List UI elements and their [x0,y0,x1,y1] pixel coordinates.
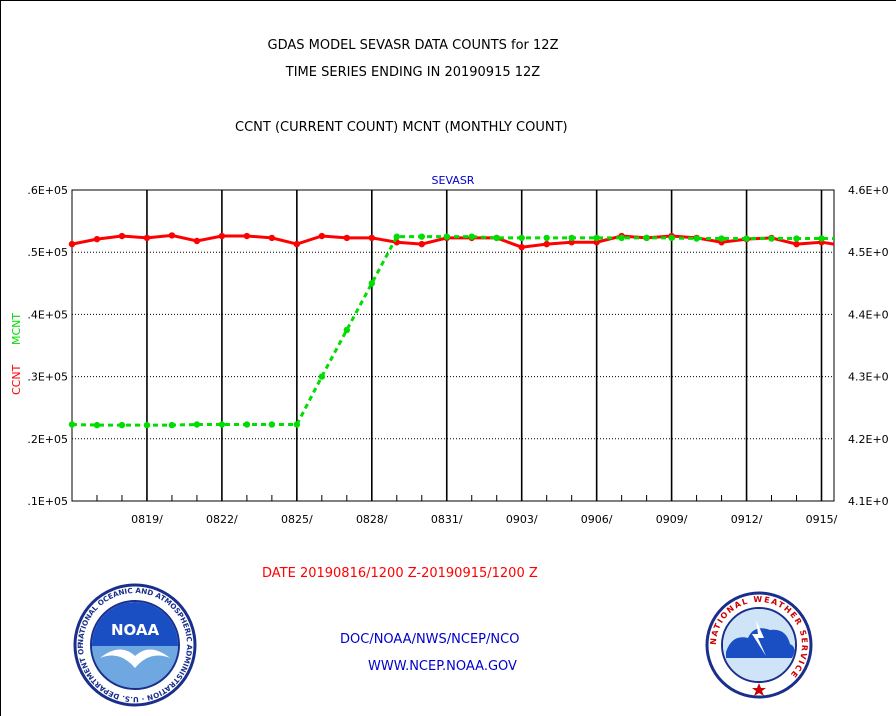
data-point-mcnt [118,421,126,429]
data-point-ccnt [93,235,101,243]
data-point-ccnt [168,232,176,239]
y-left-tick-label: .3E+05 [27,371,68,384]
data-point-mcnt [268,421,276,428]
data-point-mcnt [593,234,600,242]
date-range: DATE 20190816/1200 Z-20190915/1200 Z [262,566,538,581]
data-point-ccnt [518,244,525,251]
series-legend-note: CCNT (CURRENT COUNT) MCNT (MONTHLY COUNT… [235,120,568,135]
plot-title: SEVASR [432,174,475,187]
y-axis-label-ccnt: CCNT [10,364,23,395]
y-right-tick-label: 4.3E+0 [848,371,889,384]
data-point-ccnt [318,232,326,240]
x-tick-label: 0903/ [506,513,538,526]
x-tick-label: 0912/ [731,513,763,526]
data-point-mcnt [793,235,800,242]
y-right-tick-label: 4.2E+0 [848,433,889,446]
y-right-tick-label: 4.5E+0 [848,246,889,259]
y-right-tick-label: 4.4E+0 [848,308,889,321]
chart-subtitle: TIME SERIES ENDING IN 20190915 12Z [285,65,541,80]
data-point-mcnt [393,233,400,240]
data-point-mcnt [343,326,351,334]
data-point-ccnt [193,237,201,245]
y-left-tick-label: .1E+05 [27,495,68,508]
data-point-mcnt [718,235,725,242]
data-point-mcnt [218,421,226,428]
data-point-ccnt [218,232,226,240]
x-tick-label: 0909/ [656,513,688,526]
x-tick-label: 0825/ [281,513,313,526]
y-left-tick-label: .5E+05 [27,246,68,259]
data-point-ccnt [418,240,425,248]
x-tick-label: 0828/ [356,513,388,526]
data-point-mcnt [468,233,475,240]
data-point-mcnt [543,234,550,242]
data-point-mcnt [293,421,301,428]
x-tick-label: 0915/ [806,513,838,526]
nws-logo: NATIONAL WEATHER SERVICE [705,591,813,699]
data-point-mcnt [368,280,376,287]
data-point-mcnt [143,421,151,429]
data-point-ccnt [243,232,251,240]
data-point-mcnt [768,235,775,242]
org-name: DOC/NOAA/NWS/NCEP/NCO [340,632,520,647]
plot-area [71,189,835,502]
data-point-ccnt [268,234,276,242]
y-right-tick-label: 4.6E+0 [848,184,889,197]
data-point-mcnt [668,234,675,242]
data-point-mcnt [518,234,525,242]
data-point-mcnt [193,421,201,428]
data-point-mcnt [318,373,326,380]
x-tick-label: 0906/ [581,513,613,526]
data-point-mcnt [693,235,700,242]
data-point-mcnt [418,233,425,240]
data-point-mcnt [643,234,650,242]
series-line-mcnt [71,235,834,427]
data-point-ccnt [368,234,376,242]
data-point-mcnt [243,421,251,428]
y-left-tick-label: .4E+05 [27,308,68,321]
data-point-ccnt [343,234,351,242]
data-point-mcnt [443,233,450,240]
data-point-mcnt [743,235,750,242]
data-point-ccnt [793,240,800,248]
data-point-mcnt [568,234,575,242]
chart-title: GDAS MODEL SEVASR DATA COUNTS for 12Z [267,38,559,53]
data-point-ccnt [143,234,151,242]
data-point-mcnt [493,234,500,242]
x-tick-label: 0822/ [206,513,238,526]
y-axis-label-mcnt: MCNT [10,313,23,345]
data-point-ccnt [118,232,126,240]
data-point-ccnt [293,240,301,248]
x-tick-label: 0831/ [431,513,463,526]
data-point-mcnt [818,235,825,242]
data-point-mcnt [93,421,101,429]
data-point-ccnt [68,240,76,248]
y-right-tick-label: 4.1E+0 [848,495,889,508]
noaa-text: NOAA [111,621,160,639]
data-point-mcnt [168,421,176,429]
data-point-mcnt [618,234,625,242]
data-point-ccnt [543,240,550,248]
y-left-tick-label: .2E+05 [27,433,68,446]
data-point-mcnt [68,421,76,428]
series-line-ccnt [71,233,835,249]
org-url: WWW.NCEP.NOAA.GOV [368,659,517,674]
x-tick-label: 0819/ [131,513,163,526]
noaa-logo: NATIONAL OCEANIC AND ATMOSPHERIC ADMINIS… [70,580,197,707]
y-left-tick-label: .6E+05 [27,184,68,197]
